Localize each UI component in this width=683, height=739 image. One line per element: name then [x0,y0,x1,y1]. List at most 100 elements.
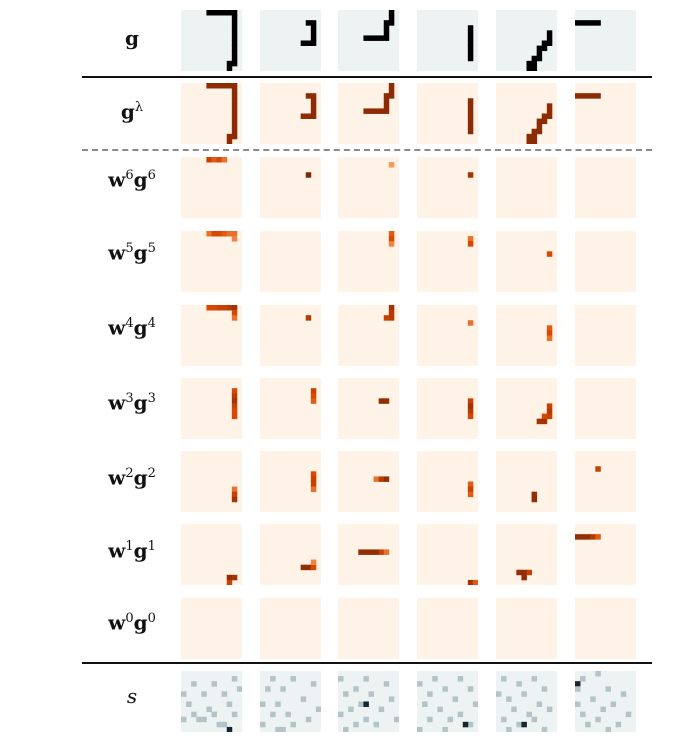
pixel-cell [388,88,395,94]
panel-background [338,598,399,659]
pixel-cell [427,716,433,723]
pixel-cell [590,20,596,26]
pixel-cell [393,716,399,723]
pixel-cell [226,10,233,16]
pixel-cell [226,231,233,237]
pixel-cell [417,726,423,732]
pixel-cell [216,157,223,163]
panel-g_lambda-4 [417,83,478,144]
pixel-cell [231,93,238,99]
pixel-cell [231,35,238,41]
panel-w6g6-2 [260,157,321,218]
pixel-cell [541,726,548,732]
panel-w5g5-2 [260,231,321,292]
pixel-cell [580,711,586,718]
pixel-cell [305,93,312,99]
pixel-cell [511,706,517,713]
pixel-cell [300,113,307,119]
pixel-cell [231,676,238,682]
pixel-cell [526,65,532,71]
pixel-cell [226,726,233,732]
pixel-cell [467,413,474,420]
pixel-cell [467,408,474,414]
pixel-cell [467,320,474,326]
pixel-cell [536,55,543,62]
pixel-cell [186,701,192,707]
pixel-cell [526,60,532,67]
pixel-cell [305,564,312,571]
pixel-cell [427,691,433,697]
pixel-cell [516,569,522,576]
panel-w6g6-3 [338,157,399,218]
pixel-cell [348,706,354,713]
pixel-cell [383,476,390,482]
pixel-cell [546,108,553,114]
pixel-cell [516,681,522,687]
pixel-cell [536,45,543,52]
pixel-cell [226,138,233,144]
pixel-cell [231,403,238,409]
pixel-cell [447,716,453,723]
separator-top [82,76,652,78]
panel-background [181,598,242,659]
panel-background [575,378,636,439]
pixel-cell [343,691,349,697]
pixel-cell [221,157,228,163]
pixel-cell [590,534,596,540]
pixel-cell [206,10,212,16]
pixel-cell [467,236,474,242]
pixel-cell [521,721,527,728]
row-label-s: s [126,684,138,708]
panel-w2g2-3 [338,451,399,512]
row-label-g-lambda: gλ [120,99,144,124]
pixel-cell [231,98,238,104]
pixel-cell [388,231,395,237]
pixel-cell [211,681,217,687]
pixel-cell [521,691,527,697]
panel-background [496,157,557,218]
pixel-cell [388,93,395,99]
panel-w1g1-3 [338,524,399,585]
panel-w1g1-5 [496,524,557,585]
pixel-cell [575,681,581,687]
pixel-cell [211,305,217,311]
pixel-cell [526,569,532,576]
panel-g-2 [260,10,321,71]
panel-s-1 [181,671,242,732]
pixel-cell [580,676,586,682]
pixel-cell [595,20,601,26]
pixel-cell [300,564,307,571]
pixel-cell [378,108,385,114]
pixel-cell [211,711,217,718]
pixel-cell [310,393,317,399]
pixel-cell [310,471,317,477]
row-label-w4g4: w4g4 [108,315,156,340]
panel-w0g0-1 [181,598,242,659]
pixel-cell [201,716,207,723]
pixel-cell [231,118,238,125]
panel-w4g4-3 [338,305,399,366]
panel-background [260,598,321,659]
pixel-cell [531,65,538,71]
panel-background [338,451,399,512]
pixel-cell [373,35,380,41]
panel-w5g5-3 [338,231,399,292]
pixel-cell [467,403,474,409]
pixel-cell [467,123,474,130]
pixel-cell [373,476,380,482]
pixel-cell [585,93,591,99]
pixel-cell [363,676,369,682]
pixel-cell [467,128,474,135]
panel-w5g5-5 [496,231,557,292]
pixel-cell [290,721,296,728]
pixel-cell [467,55,474,62]
pixel-cell [580,93,586,99]
pixel-cell [575,686,581,692]
pixel-cell [531,128,538,135]
pixel-cell [300,696,307,702]
panel-background [417,157,478,218]
pixel-cell [600,706,606,713]
pixel-cell [231,231,238,237]
panel-w6g6-4 [417,157,478,218]
